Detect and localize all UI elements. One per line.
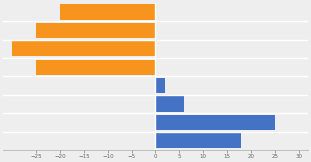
Bar xyxy=(36,60,156,75)
Bar xyxy=(156,97,184,112)
Bar xyxy=(156,78,165,93)
Bar xyxy=(156,133,241,148)
Bar xyxy=(12,41,156,56)
Bar xyxy=(36,23,156,38)
Bar xyxy=(60,4,156,20)
Bar xyxy=(156,115,275,130)
